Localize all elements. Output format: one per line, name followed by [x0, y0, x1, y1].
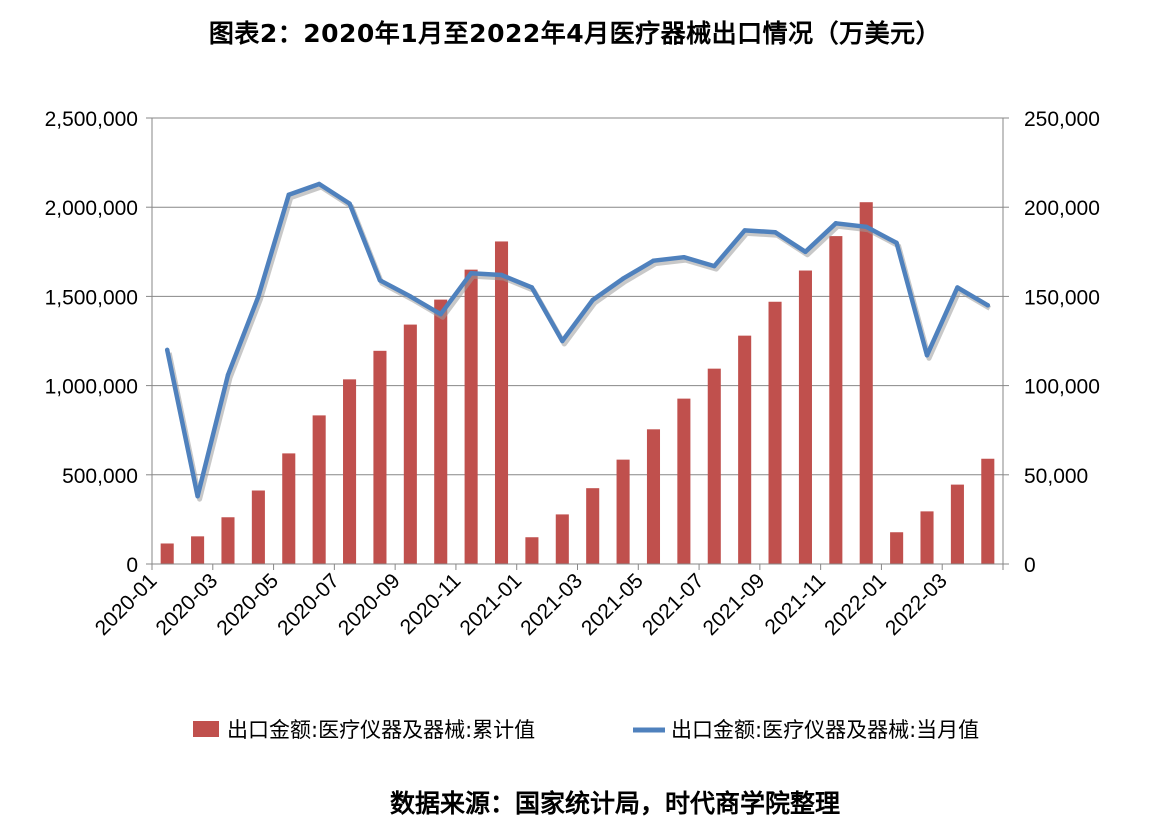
y-left-tick-label: 2,000,000 — [45, 197, 138, 220]
bar-series — [160, 202, 995, 564]
legend: 出口金额:医疗仪器及器械:累计值 出口金额:医疗仪器及器械:当月值 — [193, 718, 979, 742]
line-point — [164, 347, 170, 353]
line-point — [195, 494, 200, 499]
bar — [646, 429, 661, 564]
line-point — [833, 221, 839, 226]
line-point — [316, 181, 322, 187]
bar — [586, 488, 600, 564]
bar — [191, 536, 205, 564]
x-tick-label: 2020-07 — [273, 569, 344, 640]
bar — [738, 335, 752, 564]
bar — [859, 202, 873, 564]
line-point — [772, 229, 778, 235]
bar — [251, 490, 265, 564]
source-note: 数据来源：国家统计局，时代商学院整理 — [389, 789, 840, 818]
bar — [403, 324, 417, 564]
line-point — [681, 254, 687, 260]
bar — [343, 379, 357, 564]
bar — [616, 459, 630, 564]
x-tick-label: 2021-11 — [761, 569, 831, 639]
gridlines — [152, 117, 1003, 476]
line-point — [377, 278, 383, 283]
x-tick-label: 2020-11 — [396, 569, 466, 639]
bar — [494, 241, 509, 564]
y-right-tick-label: 150,000 — [1024, 286, 1100, 309]
x-tick-label: 2021-05 — [577, 569, 648, 640]
line-point — [894, 240, 899, 246]
bar — [890, 532, 904, 564]
y-left-tick-label: 1,000,000 — [45, 376, 138, 399]
y-right-tick-label: 100,000 — [1024, 376, 1100, 399]
axes — [151, 118, 1004, 565]
x-tick-label: 2020-03 — [152, 569, 223, 640]
y-axis-right: 0 50,000 100,000 150,000 200,000 250,000 — [1003, 108, 1100, 577]
line-point — [620, 276, 626, 281]
x-tick-label: 2021-01 — [455, 569, 526, 640]
y-right-tick-label: 200,000 — [1024, 197, 1100, 220]
x-tick-label: 2020-09 — [334, 569, 405, 640]
bar — [373, 350, 387, 564]
line-point — [803, 249, 808, 254]
line-series-path — [164, 181, 991, 499]
line-point — [499, 272, 504, 278]
bar — [282, 453, 296, 564]
bar — [768, 301, 782, 564]
line-point — [651, 258, 656, 263]
x-tick-label: 2020-05 — [212, 569, 283, 640]
line-point — [438, 312, 443, 317]
line-point — [286, 192, 291, 197]
line-point — [529, 285, 535, 290]
bar — [798, 270, 812, 564]
bar — [920, 511, 934, 564]
legend-label-line: 出口金额:医疗仪器及器械:当月值 — [671, 718, 979, 742]
line-point — [590, 297, 595, 303]
bar — [829, 236, 843, 564]
x-tick-label: 2020-01 — [91, 569, 162, 640]
x-tick-label: 2021-03 — [516, 569, 587, 640]
legend-swatch-bar — [193, 721, 219, 737]
line-point — [347, 201, 352, 206]
y-axis-left: 0 500,000 1,000,000 1,500,000 2,000,000 2,500… — [45, 108, 152, 577]
bar — [312, 415, 326, 564]
bar — [981, 458, 995, 564]
y-right-tick-label: 250,000 — [1024, 108, 1100, 131]
y-left-tick-label: 500,000 — [62, 465, 138, 488]
y-right-tick-label: 50,000 — [1024, 465, 1088, 488]
y-left-tick-label: 1,500,000 — [45, 286, 138, 309]
x-tick-label: 2022-01 — [820, 569, 891, 640]
line-point — [408, 294, 413, 299]
bar — [160, 543, 174, 564]
line-point — [864, 224, 869, 230]
bar — [525, 537, 539, 564]
x-tick-label: 2022-03 — [881, 569, 952, 640]
x-tick-label: 2021-07 — [638, 569, 709, 640]
line-series — [164, 181, 992, 502]
line-point — [955, 285, 960, 290]
bar — [707, 368, 721, 564]
bar — [950, 484, 964, 564]
bar — [555, 514, 569, 564]
line-point — [256, 294, 261, 299]
line-point — [712, 263, 717, 269]
line-point — [742, 228, 747, 233]
bar — [221, 517, 235, 564]
line-point — [924, 353, 930, 358]
x-tick-label: 2021-09 — [699, 569, 770, 640]
bar — [434, 299, 448, 564]
x-axis: 2020-012020-032020-052020-072020-092020-… — [91, 564, 1004, 640]
line-point — [225, 372, 231, 378]
line-point — [560, 338, 565, 344]
line-point — [468, 271, 474, 276]
bar — [464, 269, 478, 564]
y-right-tick-label: 0 — [1024, 554, 1036, 577]
line-series-shadow — [166, 184, 992, 502]
legend-label-bar: 出口金额:医疗仪器及器械:累计值 — [227, 718, 535, 742]
chart-title: 图表2：2020年1月至2022年4月医疗器械出口情况（万美元） — [208, 19, 942, 48]
y-left-tick-label: 2,500,000 — [45, 108, 138, 131]
y-left-tick-label: 0 — [126, 554, 138, 577]
line-point — [985, 303, 991, 308]
bar — [677, 398, 691, 564]
